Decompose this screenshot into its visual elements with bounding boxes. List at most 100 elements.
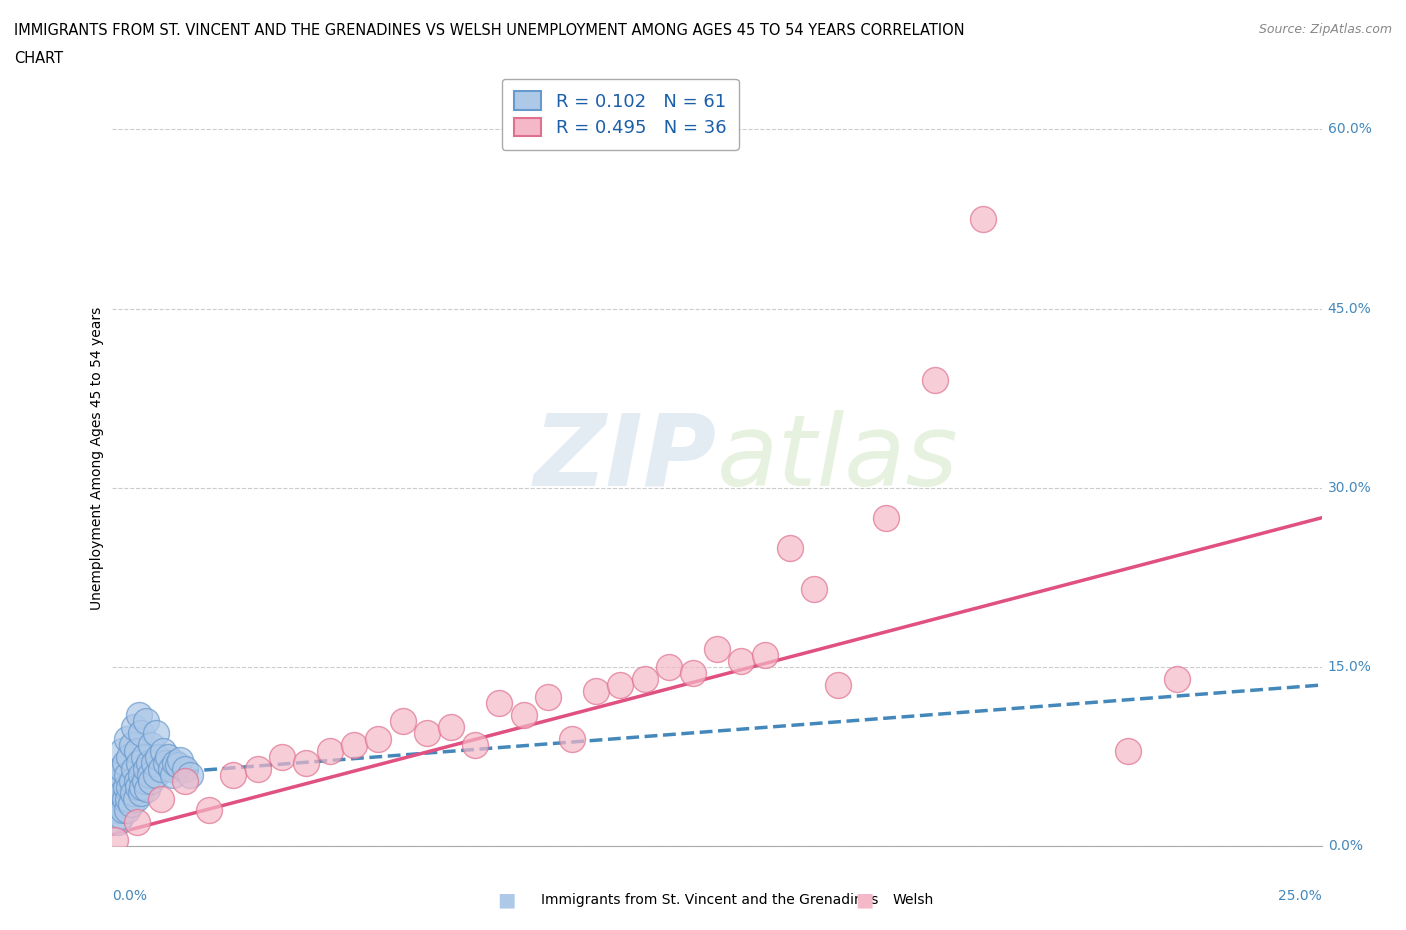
Point: [122, 761, 145, 776]
Point: [111, 785, 134, 800]
Text: 60.0%: 60.0%: [1327, 123, 1372, 137]
Text: 0.0%: 0.0%: [112, 889, 148, 903]
Point: [222, 767, 245, 782]
Point: [115, 767, 138, 782]
Text: atlas: atlas: [717, 409, 959, 507]
Text: Welsh: Welsh: [893, 893, 934, 908]
Point: [131, 779, 153, 794]
Point: [159, 761, 181, 776]
Text: 15.0%: 15.0%: [1327, 660, 1372, 674]
Point: [464, 737, 486, 752]
Point: [111, 743, 134, 758]
Point: [682, 666, 704, 681]
Point: [319, 743, 342, 758]
Point: [115, 803, 138, 817]
Point: [118, 750, 141, 764]
Point: [129, 785, 152, 800]
Point: [633, 671, 655, 686]
Point: [105, 803, 128, 817]
Text: 30.0%: 30.0%: [1327, 481, 1371, 495]
Point: [827, 678, 849, 693]
Point: [136, 781, 159, 796]
Point: [114, 791, 136, 806]
Text: Immigrants from St. Vincent and the Grenadines: Immigrants from St. Vincent and the Gren…: [541, 893, 879, 908]
Point: [488, 696, 510, 711]
Point: [121, 773, 143, 788]
Point: [132, 750, 155, 764]
Point: [110, 809, 132, 824]
Point: [162, 767, 184, 782]
Point: [179, 767, 201, 782]
Point: [1116, 743, 1139, 758]
Point: [145, 767, 167, 782]
Point: [122, 720, 145, 735]
Point: [125, 743, 148, 758]
Legend: R = 0.102   N = 61, R = 0.495   N = 36: R = 0.102 N = 61, R = 0.495 N = 36: [502, 79, 740, 150]
Text: ■: ■: [855, 891, 875, 910]
Point: [155, 755, 177, 770]
Point: [512, 708, 534, 723]
Point: [104, 779, 127, 794]
Point: [128, 708, 150, 723]
Point: [169, 753, 191, 768]
Point: [875, 511, 897, 525]
Point: [198, 803, 221, 817]
Point: [134, 773, 156, 788]
Y-axis label: Unemployment Among Ages 45 to 54 years: Unemployment Among Ages 45 to 54 years: [90, 306, 104, 610]
Point: [157, 750, 180, 764]
Point: [115, 779, 138, 794]
Point: [125, 773, 148, 788]
Point: [658, 659, 681, 674]
Point: [924, 373, 946, 388]
Point: [270, 750, 292, 764]
Point: [141, 737, 163, 752]
Point: [174, 761, 197, 776]
Point: [117, 791, 139, 806]
Point: [440, 720, 463, 735]
Point: [174, 773, 197, 788]
Point: [128, 755, 150, 770]
Point: [115, 731, 138, 746]
Point: [138, 755, 160, 770]
Point: [104, 833, 127, 848]
Point: [1166, 671, 1188, 686]
Point: [295, 755, 318, 770]
Point: [125, 815, 148, 830]
Point: [246, 761, 269, 776]
Point: [121, 785, 143, 800]
Point: [111, 761, 134, 776]
Point: [112, 803, 135, 817]
Point: [131, 725, 153, 740]
Point: [139, 767, 162, 782]
Point: [972, 212, 994, 227]
Point: [391, 713, 413, 728]
Point: [537, 689, 560, 704]
Text: 0.0%: 0.0%: [1327, 839, 1362, 854]
Point: [754, 647, 776, 662]
Text: ■: ■: [496, 891, 516, 910]
Point: [149, 761, 172, 776]
Point: [149, 791, 172, 806]
Point: [125, 791, 148, 806]
Point: [108, 773, 131, 788]
Point: [105, 791, 128, 806]
Point: [108, 797, 131, 812]
Point: [142, 755, 165, 770]
Text: IMMIGRANTS FROM ST. VINCENT AND THE GRENADINES VS WELSH UNEMPLOYMENT AMONG AGES : IMMIGRANTS FROM ST. VINCENT AND THE GREN…: [14, 23, 965, 38]
Point: [105, 767, 128, 782]
Point: [779, 540, 801, 555]
Text: 45.0%: 45.0%: [1327, 301, 1371, 315]
Text: 25.0%: 25.0%: [1278, 889, 1322, 903]
Text: Source: ZipAtlas.com: Source: ZipAtlas.com: [1258, 23, 1392, 36]
Point: [127, 779, 149, 794]
Point: [803, 582, 825, 597]
Point: [416, 725, 439, 740]
Point: [148, 750, 170, 764]
Point: [706, 642, 728, 657]
Point: [141, 773, 163, 788]
Point: [131, 767, 153, 782]
Point: [152, 743, 174, 758]
Point: [107, 815, 129, 830]
Point: [135, 761, 157, 776]
Point: [166, 758, 188, 773]
